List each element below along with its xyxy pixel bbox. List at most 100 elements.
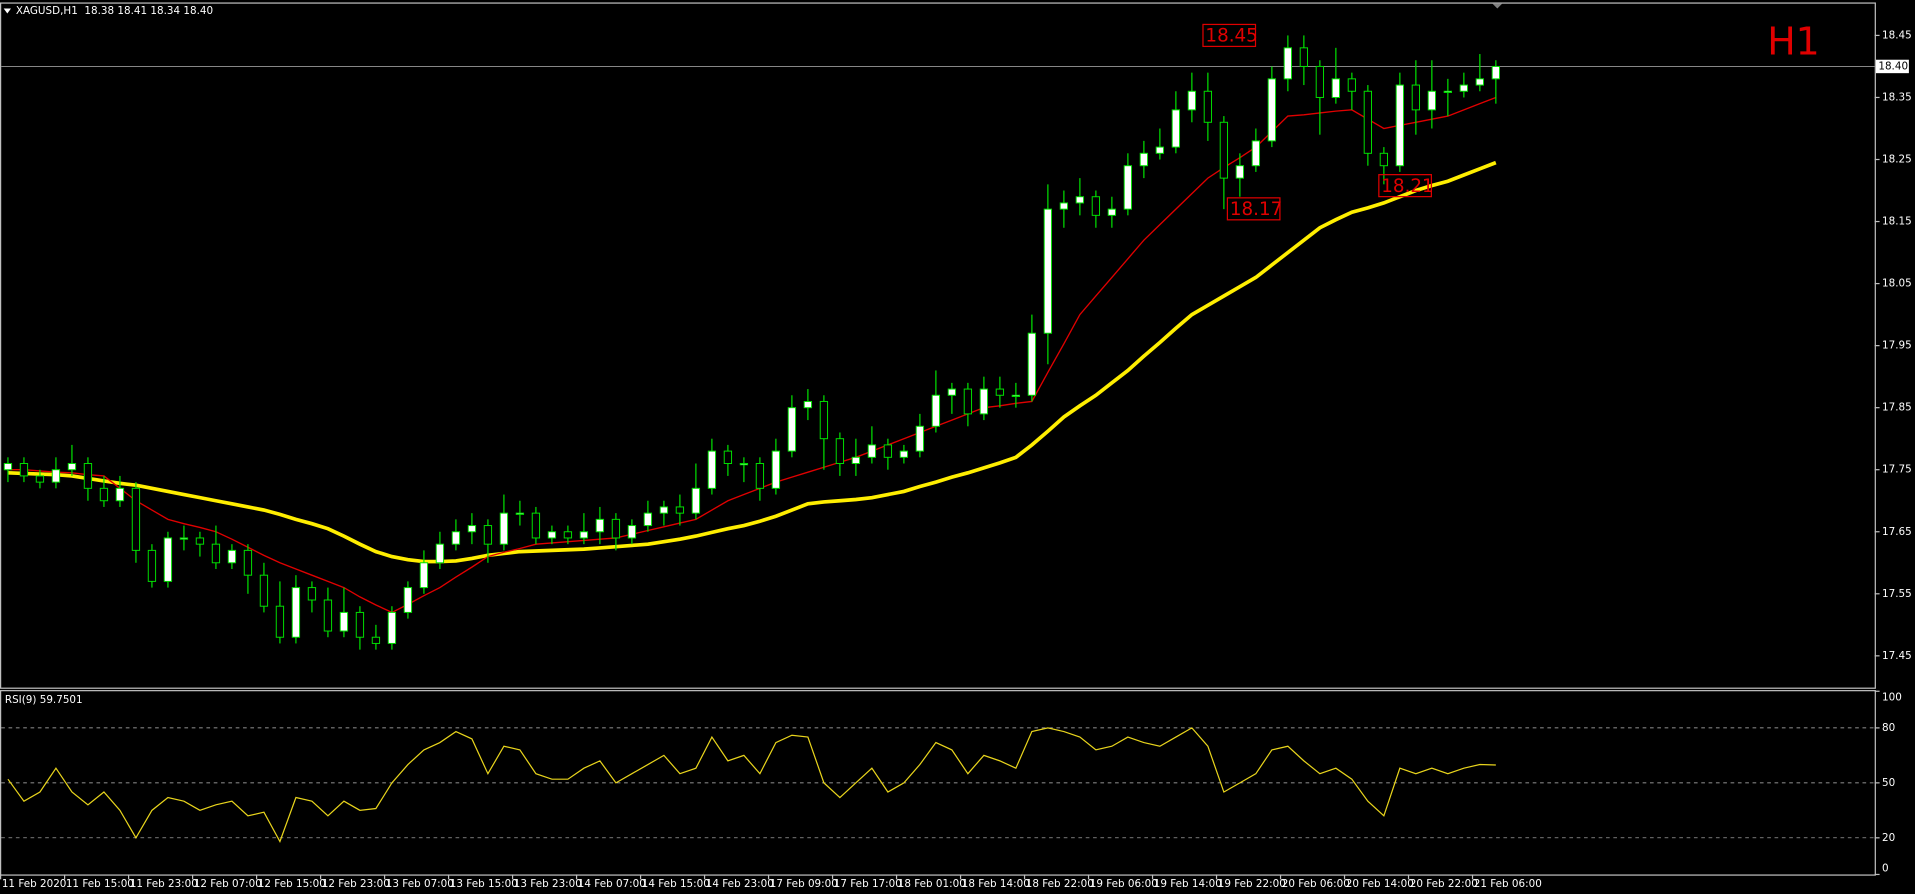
annotation-box [1226, 197, 1281, 221]
symbol-menu-arrow[interactable] [3, 8, 11, 14]
candle-body [995, 388, 1005, 396]
x-tick-label: 19 Feb 22:00 [1218, 878, 1286, 890]
candle-body [803, 400, 813, 409]
y-tick-label: 17.95 [1882, 340, 1912, 352]
candle-body [963, 388, 973, 415]
annotation-box [1202, 23, 1257, 48]
x-tick-label: 18 Feb 14:00 [962, 878, 1030, 890]
candle-body [1379, 152, 1389, 167]
x-tick-label: 14 Feb 07:00 [578, 878, 646, 890]
candle-body [1395, 84, 1405, 167]
candle-body [1283, 47, 1293, 80]
shift-marker [1492, 3, 1503, 9]
candle-body [883, 444, 893, 458]
y-tick-label: 17.65 [1882, 526, 1912, 538]
candle-body [1123, 165, 1133, 210]
x-tick-label: 19 Feb 14:00 [1154, 878, 1222, 890]
candle-body [275, 605, 285, 638]
candle-body [467, 525, 477, 533]
x-tick-label: 12 Feb 07:00 [194, 878, 262, 890]
current-price-box [1875, 59, 1909, 74]
candle-body [1155, 146, 1165, 154]
candle-body [243, 549, 253, 576]
candle-body [1235, 165, 1245, 179]
candle-body [163, 537, 173, 582]
x-tick-label: 18 Feb 22:00 [1026, 878, 1094, 890]
candle-body [227, 549, 237, 564]
candle-body [339, 611, 349, 632]
y-tick-label: 80 [1882, 722, 1895, 734]
x-tick-label: 17 Feb 09:00 [770, 878, 838, 890]
candle-body [307, 587, 317, 601]
candle-body [1267, 78, 1277, 142]
chart-title: XAGUSD,H1 18.38 18.41 18.34 18.40 [16, 5, 213, 17]
candle-body [755, 463, 765, 489]
x-tick-label: 20 Feb 22:00 [1410, 878, 1478, 890]
candle-body [691, 487, 701, 514]
y-tick-label: 18.05 [1882, 278, 1912, 290]
current-price-label: 18.40 [1878, 60, 1908, 72]
candle-body [931, 394, 941, 427]
x-tick-label: 12 Feb 15:00 [258, 878, 326, 890]
x-tick-label: 17 Feb 17:00 [834, 878, 902, 890]
candle-body [1059, 202, 1069, 210]
x-tick-label: 20 Feb 06:00 [1282, 878, 1350, 890]
candle-body [611, 518, 621, 539]
candle-body [1315, 65, 1325, 98]
candle-body [1043, 208, 1053, 334]
candle-body [787, 407, 797, 452]
x-tick-label: 12 Feb 23:00 [322, 878, 390, 890]
candle-body [195, 537, 205, 545]
candle-body [643, 512, 653, 527]
candle-body [83, 463, 93, 489]
x-tick-label: 11 Feb 23:00 [130, 878, 198, 890]
timeframe-label: H1 [1767, 19, 1820, 63]
y-tick-label: 50 [1882, 777, 1895, 789]
candle-body [723, 450, 733, 465]
candle-body [483, 525, 493, 545]
candle-body [979, 388, 989, 415]
candle-body [35, 475, 45, 483]
y-tick-label: 20 [1882, 832, 1895, 844]
candle-body [1251, 140, 1261, 167]
candle-body [1443, 90, 1453, 93]
candle-body [771, 450, 781, 489]
rsi-title: RSI(9) 59.7501 [5, 694, 83, 706]
candle-body [627, 525, 637, 539]
annotation-label: 18.45 [1205, 26, 1257, 47]
candle-body [835, 438, 845, 465]
candle-body [1491, 65, 1501, 80]
x-tick-label: 11 Feb 15:00 [66, 878, 134, 890]
candle-body [179, 537, 189, 540]
candle-body [531, 512, 541, 539]
candle-body [1299, 47, 1309, 67]
y-tick-label: 17.85 [1882, 402, 1912, 414]
candle-body [51, 469, 61, 483]
candle-body [1331, 78, 1341, 98]
candle-body [579, 531, 589, 539]
y-tick-label: 17.55 [1882, 588, 1912, 600]
candle-body [1203, 90, 1213, 123]
candle-body [707, 450, 717, 489]
annotation-label: 18.17 [1230, 199, 1282, 220]
x-tick-label: 19 Feb 06:00 [1090, 878, 1158, 890]
candle-body [259, 574, 269, 607]
candle-body [547, 531, 557, 539]
candle-body [1427, 90, 1437, 111]
candle-body [899, 450, 909, 458]
candle-body [1139, 152, 1149, 167]
candle-body [1475, 78, 1485, 86]
y-tick-label: 0 [1882, 862, 1889, 874]
candle-body [915, 425, 925, 452]
y-tick-label: 18.35 [1882, 91, 1912, 103]
x-tick-label: 14 Feb 23:00 [706, 878, 774, 890]
x-tick-label: 18 Feb 01:00 [898, 878, 966, 890]
candle-body [1187, 90, 1197, 111]
candle-body [563, 531, 573, 539]
candle-body [659, 506, 669, 514]
y-tick-label: 100 [1882, 691, 1902, 703]
candle-body [19, 463, 29, 477]
candle-body [1363, 90, 1373, 154]
candle-body [115, 487, 125, 502]
